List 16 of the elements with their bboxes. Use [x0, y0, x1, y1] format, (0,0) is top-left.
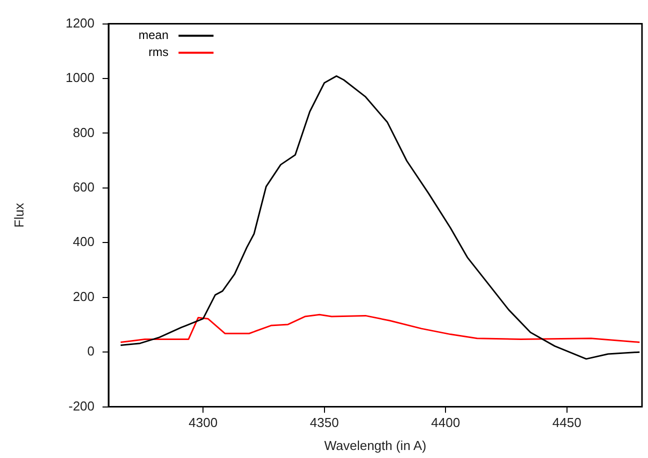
x-tick-label: 4350: [310, 415, 339, 430]
y-tick-label: 800: [72, 124, 95, 140]
y-tick-label: -200: [68, 398, 95, 414]
y-axis-title: Flux: [11, 202, 26, 228]
y-tick-label: 1200: [66, 15, 95, 30]
y-tick-label: 600: [72, 180, 95, 195]
y-tick-label: 0: [87, 344, 95, 359]
legend-label: mean: [138, 28, 169, 42]
x-tick-label: 4300: [188, 415, 218, 430]
y-tick-label: 1000: [66, 70, 95, 86]
x-tick-label: 4400: [431, 415, 460, 430]
x-axis-title: Wavelength (in A): [324, 438, 426, 453]
x-tick-label: 4450: [552, 415, 582, 430]
y-tick-label: 200: [72, 288, 95, 304]
y-tick-label: 400: [72, 234, 95, 250]
legend-label: rms: [148, 45, 169, 60]
